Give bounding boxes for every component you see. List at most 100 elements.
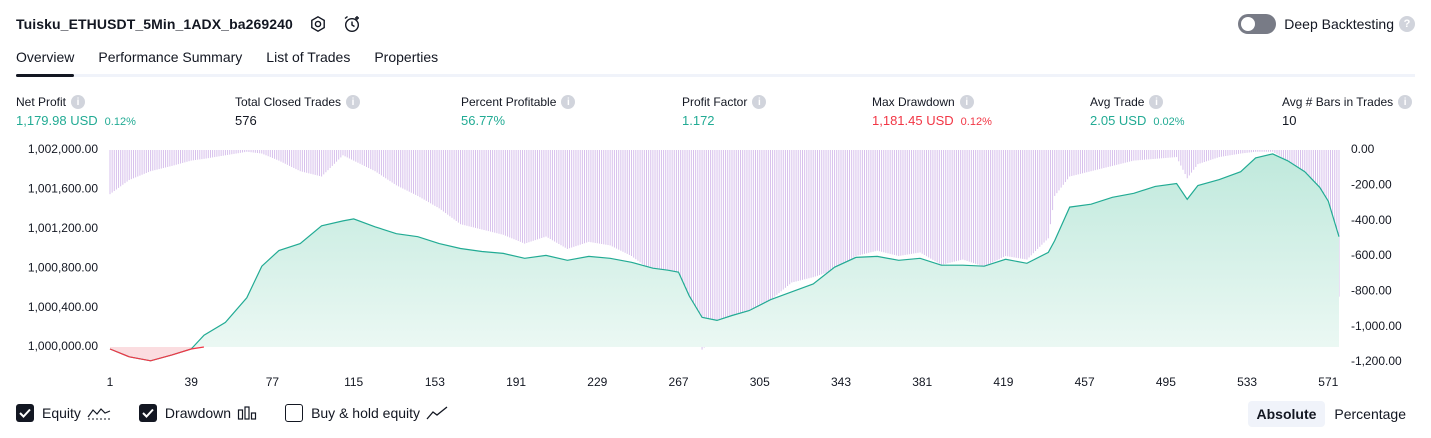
drawdown-bar <box>861 150 863 255</box>
x-axis-tick: 571 <box>1318 375 1338 389</box>
drawdown-bar <box>1197 150 1199 165</box>
drawdown-bar <box>613 150 615 248</box>
help-icon[interactable]: ? <box>1399 16 1415 32</box>
drawdown-bar <box>291 150 293 167</box>
drawdown-bar <box>1276 150 1278 155</box>
drawdown-bar <box>293 150 295 169</box>
metric-value: 2.05 USD <box>1090 113 1147 128</box>
drawdown-bar <box>834 150 836 271</box>
legend-buy-hold-equity[interactable]: Buy & hold equity <box>285 404 448 422</box>
chart-legend: Equity Drawdown Buy & hold equity <box>16 404 476 422</box>
absolute-button[interactable]: Absolute <box>1247 401 1326 427</box>
drawdown-bar <box>372 150 374 171</box>
tab-overview[interactable]: Overview <box>16 46 75 77</box>
drawdown-bar <box>975 150 977 264</box>
drawdown-bar <box>152 150 154 171</box>
legend-equity[interactable]: Equity <box>16 404 111 422</box>
drawdown-bar <box>133 150 135 179</box>
drawdown-bar <box>368 150 370 169</box>
buy-hold-checkbox[interactable] <box>285 404 304 422</box>
drawdown-bar <box>1118 150 1120 165</box>
metric-net-profit: Net Profit i 1,179.98 USD 0.12% <box>16 94 136 129</box>
drawdown-bar <box>489 150 491 232</box>
drawdown-bar <box>1028 150 1030 258</box>
drawdown-bar <box>541 150 543 238</box>
drawdown-bar <box>821 150 823 275</box>
metric-value: 1.172 <box>682 113 715 128</box>
drawdown-bar <box>938 150 940 264</box>
info-icon[interactable]: i <box>346 95 361 109</box>
drawdown-bar <box>699 150 701 345</box>
drawdown-bar <box>406 150 408 191</box>
drawdown-bar <box>425 150 427 201</box>
drawdown-bar <box>209 150 211 158</box>
drawdown-bar <box>853 150 855 258</box>
drawdown-bar <box>1208 150 1210 161</box>
drawdown-bar <box>248 150 250 153</box>
drawdown-bar <box>981 150 983 266</box>
tab-list-of-trades[interactable]: List of Trades <box>266 49 351 65</box>
legend-drawdown[interactable]: Drawdown <box>138 404 257 422</box>
drawdown-bar <box>663 150 665 276</box>
drawdown-bar <box>928 150 930 258</box>
drawdown-checkbox[interactable] <box>138 404 157 422</box>
info-icon[interactable]: i <box>752 95 767 109</box>
drawdown-bar <box>145 150 147 173</box>
drawdown-bar <box>1169 150 1171 158</box>
percentage-button[interactable]: Percentage <box>1334 406 1406 422</box>
drawdown-bar <box>693 150 695 329</box>
drawdown-bar <box>141 150 143 175</box>
drawdown-bar <box>165 150 167 168</box>
drawdown-bar <box>323 150 325 175</box>
drawdown-bar <box>547 150 549 238</box>
drawdown-bar <box>536 150 538 240</box>
right-axis-tick: -1,200.00 <box>1351 354 1402 368</box>
settings-icon[interactable] <box>307 13 329 35</box>
metric-label: Avg Trade <box>1090 95 1145 109</box>
drawdown-bar <box>1156 150 1158 159</box>
drawdown-bar <box>641 150 643 264</box>
info-icon[interactable]: i <box>959 95 974 109</box>
tab-performance-summary[interactable]: Performance Summary <box>98 49 243 65</box>
drawdown-bar <box>660 150 662 275</box>
drawdown-bar <box>207 150 209 159</box>
drawdown-bar <box>667 150 669 278</box>
drawdown-bar <box>532 150 534 241</box>
drawdown-bar <box>1233 150 1235 155</box>
equity-drawdown-chart[interactable]: 1,002,000.00 1,001,600.00 1,001,200.00 1,00… <box>0 138 1431 392</box>
drawdown-bar <box>680 150 682 291</box>
info-icon[interactable]: i <box>1149 95 1164 109</box>
drawdown-bar <box>1103 150 1105 169</box>
drawdown-bar <box>231 150 233 155</box>
deep-backtesting-toggle[interactable] <box>1238 14 1277 34</box>
info-icon[interactable]: i <box>71 95 86 109</box>
drawdown-bar <box>1165 150 1167 158</box>
tab-properties[interactable]: Properties <box>374 49 439 65</box>
x-axis-tick: 229 <box>587 375 607 389</box>
drawdown-bar <box>684 150 686 305</box>
drawdown-bar <box>1011 150 1013 258</box>
equity-checkbox[interactable] <box>16 404 34 422</box>
drawdown-bar <box>109 150 111 195</box>
info-icon[interactable]: i <box>561 95 576 109</box>
drawdown-bar <box>1064 150 1066 183</box>
drawdown-bar <box>716 150 718 336</box>
legend-label: Buy & hold equity <box>311 405 421 421</box>
info-icon[interactable]: i <box>1398 95 1413 109</box>
drawdown-bar <box>973 150 975 264</box>
drawdown-bar <box>603 150 605 245</box>
drawdown-bar <box>485 150 487 231</box>
drawdown-bar <box>569 150 571 249</box>
drawdown-bar <box>581 150 583 244</box>
drawdown-bar <box>374 150 376 172</box>
drawdown-bar <box>1139 150 1141 161</box>
drawdown-bar <box>827 150 829 273</box>
drawdown-bar <box>192 150 194 161</box>
drawdown-bar <box>519 150 521 242</box>
drawdown-bar <box>1176 150 1178 158</box>
drawdown-bar <box>466 150 468 226</box>
metric-percent-profitable: Percent Profitable i 56.77% <box>461 94 576 129</box>
drawdown-bar <box>351 150 353 160</box>
drawdown-bar <box>994 150 996 262</box>
alert-clock-icon[interactable] <box>341 13 363 35</box>
